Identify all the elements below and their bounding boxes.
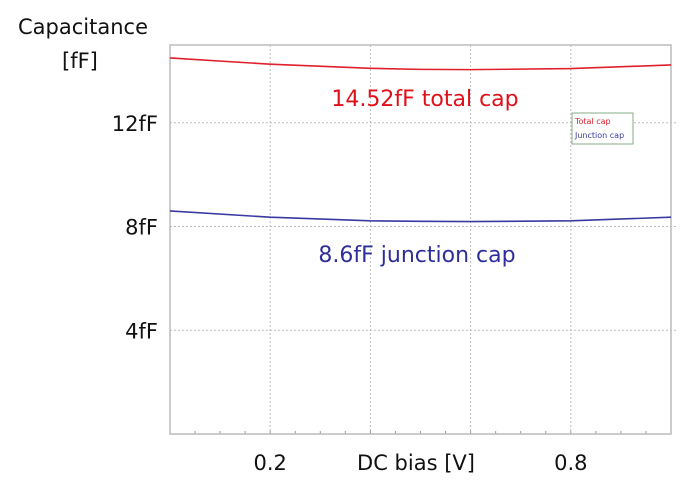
y-axis-label-line1: Capacitance [18,15,148,39]
plot-frame [169,44,672,435]
x-tick-label: 0.8 [554,451,587,475]
x-axis-label: DC bias [V] [357,451,475,475]
junction-cap-annotation: 8.6fF junction cap [318,243,515,268]
series-group [169,57,672,223]
y-tick-label: 4fF [125,319,158,343]
legend: Total cap Junction cap [571,112,634,145]
y-tick-label: 12fF [112,112,158,136]
y-tick-label: 8fF [125,216,158,240]
series-line-junction-cap [169,210,672,223]
x-tick-label: 0.2 [253,451,286,475]
y-axis-label-line2: [fF] [62,49,98,73]
legend-total-cap: Total cap [574,117,611,126]
total-cap-annotation: 14.52fF total cap [331,87,518,112]
series-line-total-cap [169,57,672,71]
legend-junction-cap: Junction cap [574,131,624,140]
